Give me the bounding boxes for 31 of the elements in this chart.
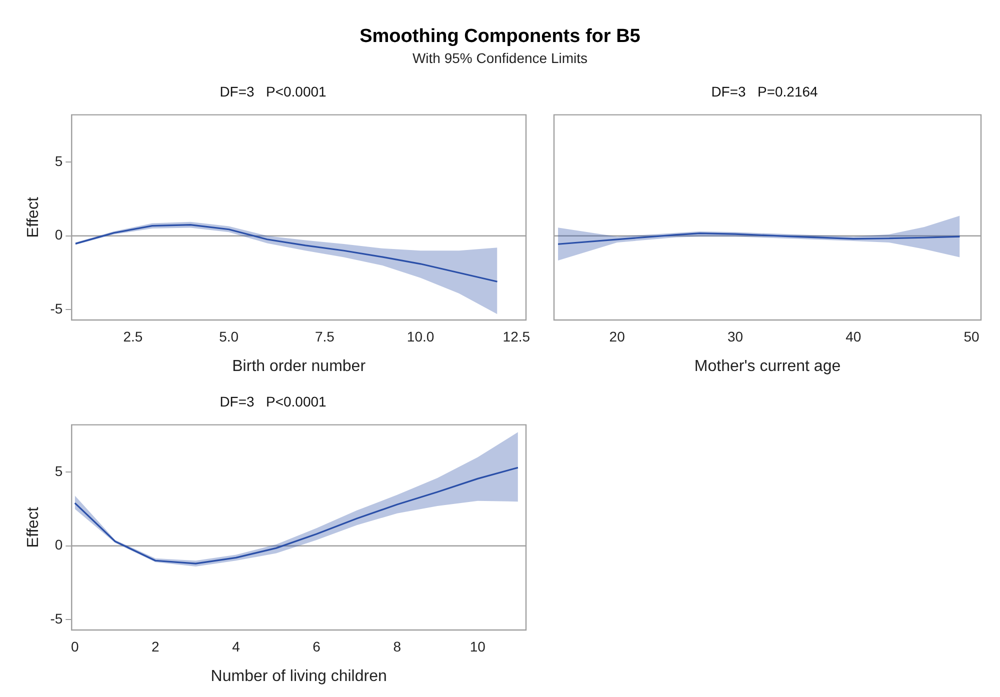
y-tick-label: -5 — [50, 610, 63, 627]
x-tick-label: 10 — [470, 638, 486, 654]
x-tick-label: 7.5 — [314, 328, 335, 344]
chart-subtitle: With 95% Confidence Limits — [411, 50, 589, 66]
y-tick-label: 0 — [54, 536, 63, 553]
x-tick-label: 12.5 — [502, 328, 530, 344]
x-tick-label: 5.0 — [219, 328, 239, 344]
y-tick-label: -5 — [50, 300, 63, 317]
x-tick-label: 2.5 — [123, 328, 143, 344]
y-tick-label: 0 — [54, 226, 63, 243]
y-axis-title: Effect — [25, 506, 42, 548]
x-tick-label: 20 — [609, 328, 626, 344]
x-tick-label: 8 — [393, 638, 402, 654]
x-tick-label: 30 — [727, 328, 744, 344]
chart-title: DF=3 P=0.2164 — [711, 83, 818, 100]
text: DF=3 P<0.0001 — [220, 83, 327, 100]
x-tick-label: 0 — [70, 638, 79, 654]
chart-title: DF=3 P<0.0001 — [220, 393, 327, 410]
y-tick-label: 5 — [54, 462, 63, 479]
x-axis-title: Birth order number — [232, 358, 366, 375]
x-tick-label: 4 — [232, 638, 240, 654]
x-tick-label: 6 — [312, 638, 321, 654]
x-tick-label: 40 — [846, 328, 862, 344]
x-axis-title: Mother's current age — [694, 358, 841, 375]
chart-title: Smoothing Components for B5 — [358, 26, 642, 48]
y-axis-title: Effect — [25, 196, 42, 238]
x-tick-label: 50 — [964, 328, 980, 344]
x-tick-label: 2 — [152, 638, 160, 654]
x-axis-title: Number of living children — [210, 668, 387, 685]
y-tick-label: 5 — [54, 152, 63, 169]
x-tick-label: 10.0 — [406, 328, 434, 344]
